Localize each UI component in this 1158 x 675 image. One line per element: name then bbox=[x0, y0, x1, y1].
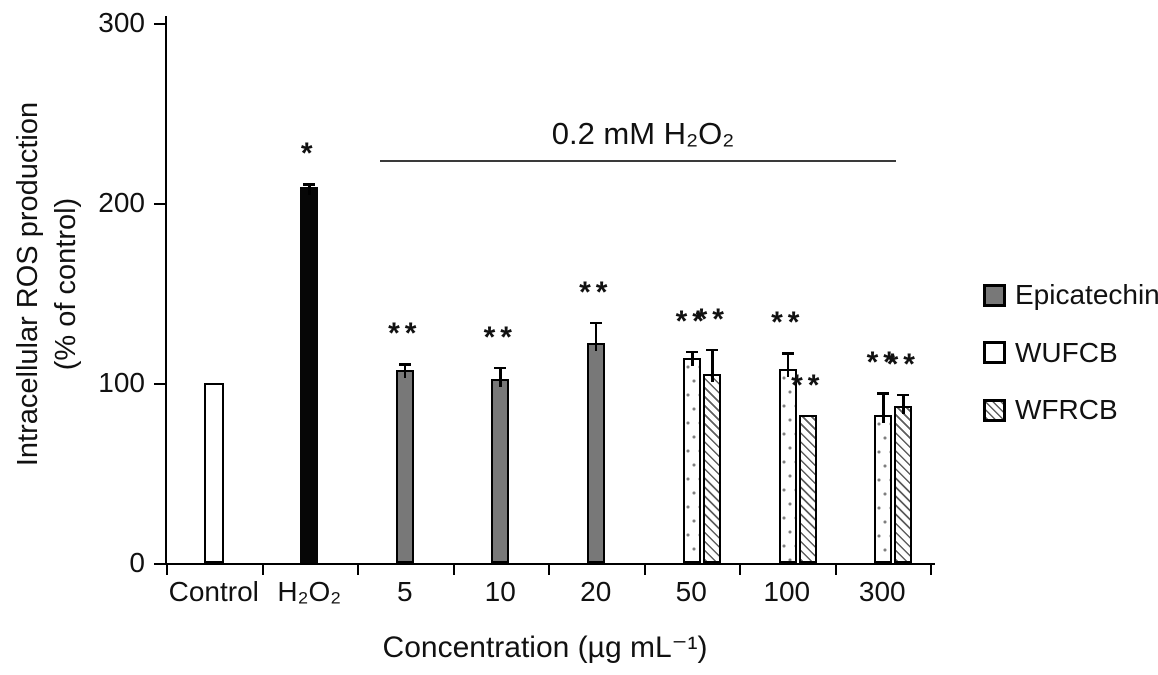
error-bar-stem bbox=[308, 183, 311, 195]
error-bar bbox=[398, 363, 411, 379]
legend-swatch-epicatechin bbox=[983, 283, 1006, 307]
y-tick bbox=[154, 383, 166, 385]
error-bar-stem bbox=[882, 392, 885, 424]
bar-wufcb-300 bbox=[874, 415, 893, 563]
x-tick bbox=[930, 565, 932, 575]
error-bar bbox=[303, 183, 316, 195]
y-tick bbox=[154, 563, 166, 565]
legend-label-wfrcb: WFRCB bbox=[1015, 394, 1118, 425]
significance-marker: ** bbox=[388, 317, 422, 351]
legend-item-wfrcb: WFRCB bbox=[983, 396, 1118, 424]
legend-swatch-wfrcb bbox=[983, 398, 1006, 422]
x-tick-label-3: 10 bbox=[484, 576, 516, 607]
y-axis-line bbox=[165, 16, 167, 565]
legend: Epicatechin WUFCB WFRCB bbox=[983, 0, 1158, 675]
legend-swatch-wufcb bbox=[983, 341, 1006, 364]
x-tick-label-1: H₂O₂ bbox=[277, 576, 342, 607]
y-tick-label: 300 bbox=[98, 7, 145, 38]
bar-wfrcb-100 bbox=[798, 415, 817, 563]
x-axis-title: Concentration (µg mL⁻¹) bbox=[382, 631, 708, 664]
error-bar-stem bbox=[691, 350, 694, 366]
significance-marker: ** bbox=[483, 320, 517, 354]
error-bar-stem bbox=[902, 393, 905, 415]
significance-marker: ** bbox=[771, 306, 805, 340]
error-bar bbox=[781, 352, 794, 377]
y-axis-title: Intracellular ROS production (% of contr… bbox=[9, 4, 87, 564]
error-bar bbox=[706, 348, 719, 382]
bar-control-Control bbox=[203, 383, 224, 563]
error-bar-stem bbox=[499, 366, 502, 388]
x-tick-label-7: 300 bbox=[858, 576, 906, 607]
error-bar bbox=[877, 392, 890, 424]
y-axis-title-line1: Intracellular ROS production bbox=[12, 101, 44, 467]
legend-item-wufcb: WUFCB bbox=[983, 336, 1118, 368]
x-tick bbox=[739, 565, 741, 575]
x-tick bbox=[261, 565, 264, 575]
x-tick bbox=[452, 565, 455, 575]
annotation-label: 0.2 mM H₂O₂ bbox=[551, 116, 735, 151]
y-tick-label: 0 bbox=[129, 547, 145, 578]
error-bar-stem bbox=[786, 352, 789, 377]
x-tick-label-6: 100 bbox=[763, 576, 811, 607]
x-tick bbox=[548, 565, 550, 575]
y-axis-title-line2: (% of control) bbox=[50, 197, 83, 371]
x-tick bbox=[834, 565, 837, 575]
x-tick-label-4: 20 bbox=[580, 576, 612, 607]
error-bar-stem bbox=[711, 348, 714, 382]
error-bar-stem bbox=[403, 363, 406, 379]
bar-wfrcb-300 bbox=[894, 406, 913, 563]
x-tick bbox=[643, 565, 646, 575]
bar-wfrcb-50 bbox=[703, 374, 722, 563]
x-tick-label-5: 50 bbox=[675, 576, 707, 607]
annotation-line bbox=[380, 160, 896, 162]
error-bar bbox=[589, 321, 602, 352]
legend-label-wufcb: WUFCB bbox=[1015, 336, 1118, 368]
significance-marker: ** bbox=[791, 369, 825, 403]
x-axis-line bbox=[165, 563, 935, 565]
bar-epicatechin-10 bbox=[491, 379, 510, 563]
significance-marker: ** bbox=[886, 347, 920, 381]
bar-h2o2-H₂O₂ bbox=[300, 186, 319, 563]
legend-label-epicatechin: Epicatechin bbox=[1015, 279, 1158, 310]
x-tick-label-2: 5 bbox=[396, 576, 413, 607]
significance-marker: ** bbox=[866, 346, 900, 379]
bar-wufcb-50 bbox=[683, 357, 702, 563]
bar-epicatechin-5 bbox=[395, 370, 414, 563]
y-tick-label: 100 bbox=[98, 367, 145, 398]
error-bar bbox=[897, 393, 910, 415]
bar-epicatechin-20 bbox=[586, 343, 605, 563]
x-tick bbox=[166, 565, 168, 575]
significance-marker: ** bbox=[675, 304, 709, 338]
significance-marker: * bbox=[300, 137, 318, 171]
legend-item-epicatechin: Epicatechin bbox=[983, 281, 1158, 309]
y-tick bbox=[154, 203, 166, 205]
x-tick-label-0: Control bbox=[168, 576, 259, 607]
error-bar bbox=[686, 350, 699, 366]
significance-marker: ** bbox=[579, 275, 613, 309]
error-bar bbox=[494, 366, 507, 388]
y-tick-label: 200 bbox=[98, 187, 145, 218]
x-tick bbox=[357, 565, 359, 575]
significance-marker: ** bbox=[695, 302, 729, 336]
error-bar-stem bbox=[594, 321, 597, 352]
y-tick bbox=[154, 23, 166, 25]
bar-wufcb-100 bbox=[778, 368, 797, 563]
